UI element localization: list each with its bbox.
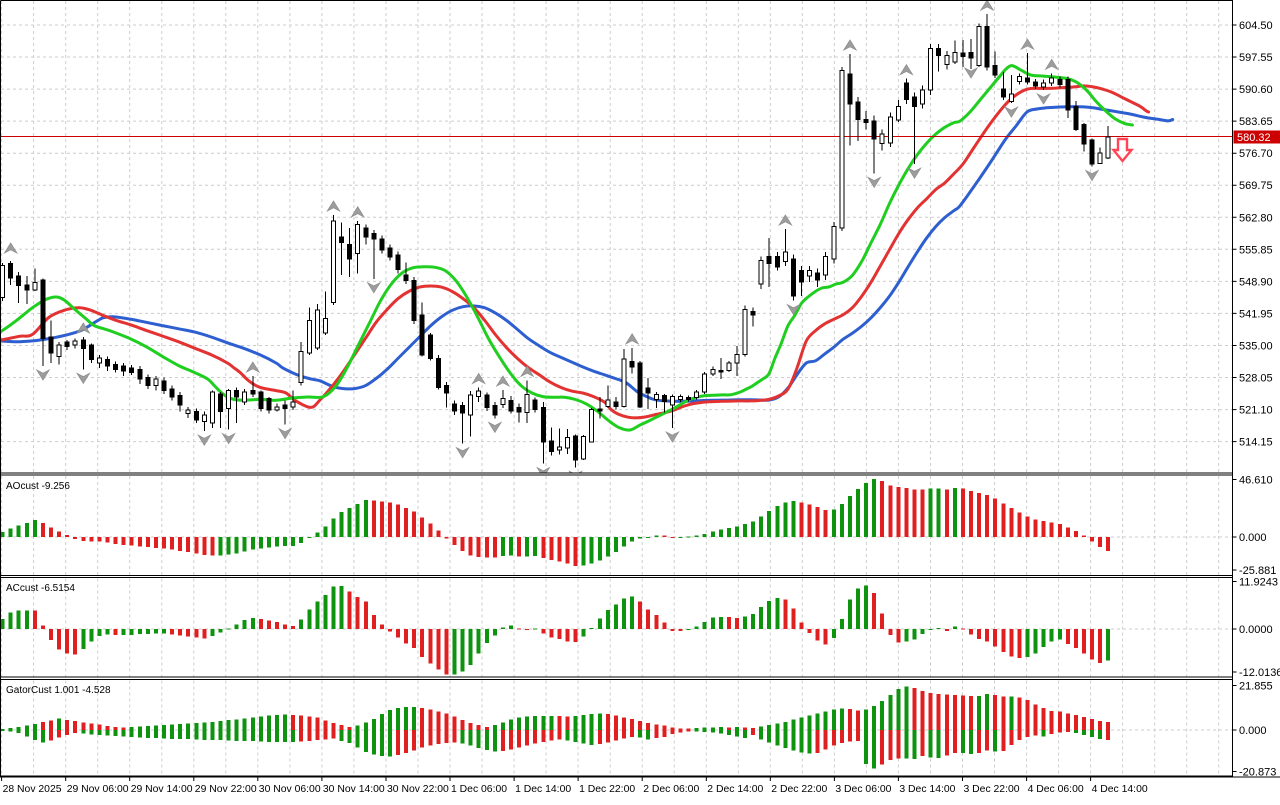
svg-text:29 Nov 22:00: 29 Nov 22:00 — [195, 784, 257, 795]
svg-text:29 Nov 06:00: 29 Nov 06:00 — [67, 784, 129, 795]
svg-text:GatorCust 1.001 -4.528: GatorCust 1.001 -4.528 — [6, 685, 111, 696]
svg-text:597.55: 597.55 — [1239, 52, 1273, 64]
svg-text:541.95: 541.95 — [1239, 308, 1273, 320]
svg-text:1 Dec 22:00: 1 Dec 22:00 — [579, 784, 635, 795]
svg-text:2 Dec 22:00: 2 Dec 22:00 — [771, 784, 827, 795]
svg-text:46.610: 46.610 — [1239, 475, 1273, 487]
svg-text:3 Dec 06:00: 3 Dec 06:00 — [835, 784, 891, 795]
svg-text:AOcust -9.256: AOcust -9.256 — [6, 481, 70, 492]
svg-text:29 Nov 14:00: 29 Nov 14:00 — [131, 784, 193, 795]
svg-text:576.70: 576.70 — [1239, 148, 1273, 160]
svg-text:30 Nov 14:00: 30 Nov 14:00 — [323, 784, 385, 795]
svg-text:604.50: 604.50 — [1239, 20, 1273, 32]
svg-text:590.60: 590.60 — [1239, 84, 1273, 96]
svg-text:583.65: 583.65 — [1239, 116, 1273, 128]
svg-text:569.75: 569.75 — [1239, 180, 1273, 192]
svg-text:2 Dec 06:00: 2 Dec 06:00 — [643, 784, 699, 795]
svg-text:580.32: 580.32 — [1237, 132, 1271, 144]
svg-text:4 Dec 14:00: 4 Dec 14:00 — [1092, 784, 1148, 795]
svg-text:-25.881: -25.881 — [1239, 565, 1276, 577]
svg-text:28 Nov 2025: 28 Nov 2025 — [3, 784, 62, 795]
svg-text:548.90: 548.90 — [1239, 276, 1273, 288]
svg-text:0.0000: 0.0000 — [1239, 624, 1273, 636]
svg-text:3 Dec 14:00: 3 Dec 14:00 — [899, 784, 955, 795]
svg-text:1 Dec 14:00: 1 Dec 14:00 — [515, 784, 571, 795]
svg-text:514.15: 514.15 — [1239, 437, 1273, 449]
svg-text:21.855: 21.855 — [1239, 681, 1273, 693]
svg-text:ACcust -6.5154: ACcust -6.5154 — [6, 583, 75, 594]
svg-text:555.85: 555.85 — [1239, 244, 1273, 256]
svg-text:535.00: 535.00 — [1239, 341, 1273, 353]
svg-text:1 Dec 06:00: 1 Dec 06:00 — [451, 784, 507, 795]
svg-text:30 Nov 06:00: 30 Nov 06:00 — [259, 784, 321, 795]
svg-text:-12.0136: -12.0136 — [1239, 667, 1280, 679]
svg-text:528.05: 528.05 — [1239, 373, 1273, 385]
svg-text:0.000: 0.000 — [1239, 532, 1267, 544]
svg-text:562.80: 562.80 — [1239, 212, 1273, 224]
svg-text:-20.873: -20.873 — [1239, 767, 1276, 779]
svg-text:30 Nov 22:00: 30 Nov 22:00 — [387, 784, 449, 795]
svg-text:0.000: 0.000 — [1239, 725, 1267, 737]
svg-text:3 Dec 22:00: 3 Dec 22:00 — [964, 784, 1020, 795]
svg-text:2 Dec 14:00: 2 Dec 14:00 — [707, 784, 763, 795]
svg-text:11.9243: 11.9243 — [1239, 577, 1278, 589]
svg-text:4 Dec 06:00: 4 Dec 06:00 — [1028, 784, 1084, 795]
svg-text:521.10: 521.10 — [1239, 405, 1273, 417]
